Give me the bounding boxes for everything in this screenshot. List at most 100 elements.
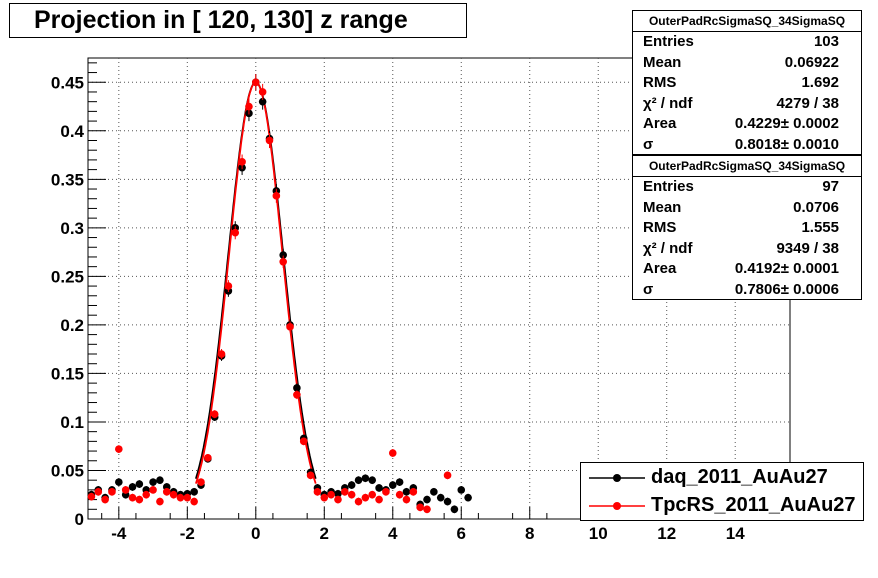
stats-row: Area 0.4229± 0.0002	[633, 114, 861, 135]
stats-value: 1.555	[801, 219, 839, 236]
legend-label-daq: daq_2011_AuAu27	[651, 466, 828, 488]
data-point	[135, 480, 144, 488]
data-point	[162, 488, 171, 496]
data-point	[279, 251, 287, 259]
x-tick-label: 0	[251, 524, 260, 543]
data-point	[231, 228, 240, 237]
data-point	[299, 437, 308, 446]
stats-box-tpcrs: OuterPadRcSigmaSQ_34SigmaSQ Entries 97 Me…	[632, 155, 862, 300]
legend-marker-daq	[589, 474, 645, 482]
stats-key: χ² / ndf	[643, 94, 693, 112]
data-point	[293, 390, 301, 399]
data-point	[121, 486, 130, 494]
stats-row: RMS 1.692	[633, 73, 861, 94]
data-point	[313, 488, 322, 496]
data-point	[368, 476, 377, 484]
data-point	[286, 323, 294, 331]
plot-title: Projection in [ 120, 130] z range	[9, 3, 467, 38]
stats-value: 1.692	[801, 74, 839, 91]
stats-key: RMS	[643, 219, 677, 236]
data-points	[87, 74, 472, 514]
data-point	[464, 493, 472, 502]
x-axis-tick-labels: -4 -2 0 2 4 6 8 10 12 14	[111, 524, 745, 543]
x-tick-label: 4	[388, 524, 398, 543]
data-point	[169, 490, 178, 499]
data-point	[224, 282, 233, 290]
stats-value: 0.06922	[784, 53, 839, 71]
data-point	[361, 474, 370, 483]
data-point	[409, 488, 418, 496]
data-point	[217, 350, 226, 358]
stats-value: 0.4192± 0.0001	[734, 260, 839, 277]
data-point	[142, 490, 151, 499]
data-point	[320, 493, 329, 502]
legend-label-tpcrs: TpcRS_2011_AuAu27	[651, 494, 856, 516]
data-point	[375, 484, 383, 492]
legend-entry-daq: daq_2011_AuAu27	[581, 464, 863, 492]
data-point	[258, 88, 267, 96]
y-tick-label: 0.35	[51, 170, 84, 189]
stats-key: χ² / ndf	[643, 239, 693, 257]
data-point	[197, 478, 205, 486]
data-point	[450, 505, 459, 514]
data-point	[341, 488, 349, 496]
data-point	[245, 102, 253, 111]
stats-row: Entries 97	[633, 177, 861, 198]
data-point	[334, 495, 342, 504]
y-tick-label: 0	[75, 510, 84, 529]
x-tick-label: 12	[657, 524, 676, 543]
stats-row: Mean 0.0706	[633, 198, 861, 219]
data-point	[272, 192, 281, 200]
stats-row: Area 0.4192± 0.0001	[633, 259, 861, 280]
stats-value: 97	[822, 178, 839, 195]
x-tick-label: -4	[111, 524, 127, 543]
stats-value: 4279 / 38	[776, 94, 839, 112]
data-point	[388, 449, 397, 457]
data-point	[251, 78, 260, 87]
data-point	[354, 497, 363, 506]
data-point	[327, 490, 335, 499]
data-point	[293, 384, 301, 392]
data-point	[382, 488, 390, 496]
x-tick-label: 6	[457, 524, 466, 543]
data-point	[149, 478, 157, 486]
x-tick-label: 10	[589, 524, 608, 543]
data-point	[176, 493, 185, 502]
stats-key: σ	[643, 135, 654, 153]
data-point	[101, 495, 109, 504]
stats-row: χ² / ndf 4279 / 38	[633, 94, 861, 115]
data-point	[183, 493, 192, 502]
stats-row: χ² / ndf 9349 / 38	[633, 239, 861, 260]
data-point	[375, 495, 383, 504]
data-point	[416, 503, 424, 512]
stats-value: 103	[813, 33, 839, 50]
stats-value: 0.8018± 0.0010	[734, 135, 839, 153]
y-tick-label: 0.2	[60, 316, 84, 335]
data-point	[443, 471, 452, 480]
data-point	[354, 476, 363, 484]
stats-key: RMS	[643, 74, 677, 91]
y-tick-label: 0.05	[51, 461, 84, 480]
data-point	[265, 136, 274, 145]
stats-row: σ 0.7806± 0.0006	[633, 280, 861, 301]
y-tick-label: 0.3	[60, 219, 84, 238]
stats-key: Area	[643, 260, 677, 277]
data-point	[94, 488, 103, 496]
data-point	[402, 495, 411, 504]
data-point	[347, 490, 356, 499]
x-tick-label: -2	[180, 524, 195, 543]
y-tick-label: 0.1	[60, 413, 84, 432]
data-point	[128, 483, 137, 491]
data-point	[436, 493, 445, 502]
legend: daq_2011_AuAu27 TpcRS_2011_AuAu27	[580, 462, 864, 521]
stats-key: Entries	[643, 33, 694, 50]
stats-key: σ	[643, 280, 654, 298]
data-point	[368, 490, 377, 499]
data-point	[423, 495, 431, 504]
stats-row: Mean 0.06922	[633, 53, 861, 74]
data-point	[156, 476, 164, 484]
data-point	[238, 158, 246, 166]
data-point	[306, 471, 315, 480]
data-point	[190, 497, 198, 506]
x-tick-label: 8	[525, 524, 534, 543]
